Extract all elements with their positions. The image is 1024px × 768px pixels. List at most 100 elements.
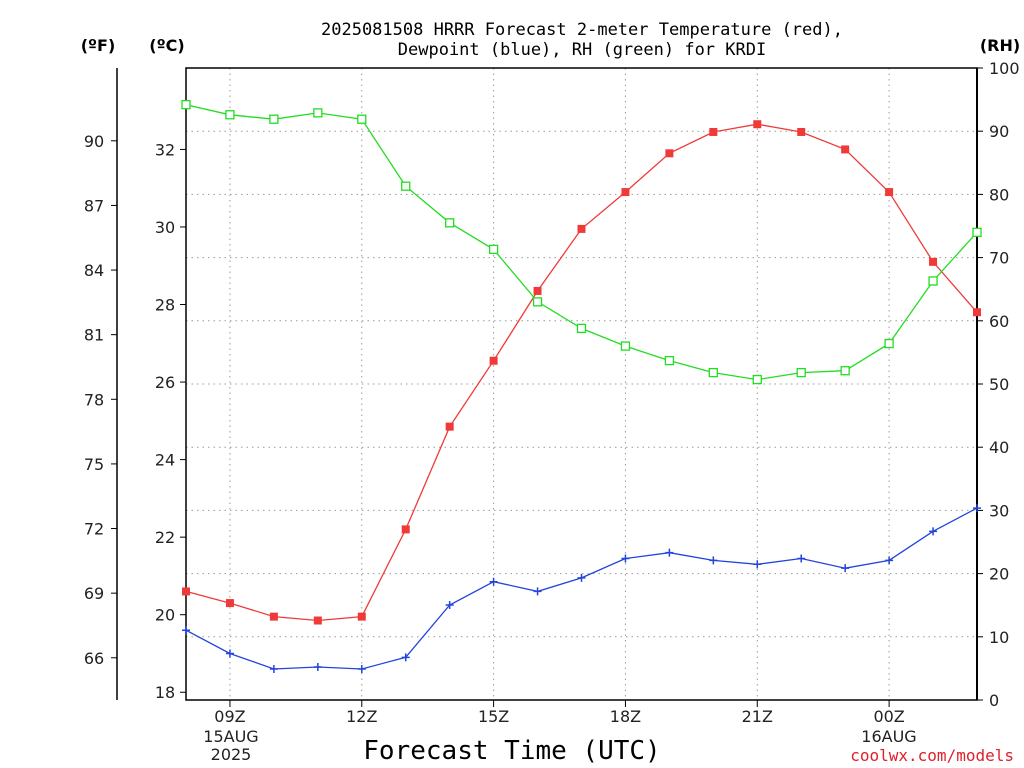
dewpoint-point xyxy=(357,664,366,673)
temperature-point xyxy=(445,422,454,431)
rh-point xyxy=(972,227,982,237)
rh-tick-label: 80 xyxy=(989,185,1009,204)
rh-point xyxy=(796,367,806,378)
fahrenheit-tick-label: 72 xyxy=(84,520,104,539)
rh-point xyxy=(620,341,631,351)
temperature-point xyxy=(665,149,674,158)
rh-tick-label: 10 xyxy=(989,628,1009,647)
temperature-point xyxy=(225,599,234,608)
temperature-point xyxy=(357,612,366,621)
dewpoint-point xyxy=(313,663,322,672)
temperature-point xyxy=(182,587,190,596)
celsius-tick-label: 26 xyxy=(155,373,175,392)
dewpoint-point xyxy=(577,573,586,582)
celsius-tick-label: 30 xyxy=(155,218,175,237)
dewpoint-point xyxy=(797,554,806,563)
fahrenheit-unit-label: (ºF) xyxy=(81,36,116,55)
dewpoint-point xyxy=(445,601,454,610)
rh-point xyxy=(401,181,411,191)
temperature-point xyxy=(973,308,981,317)
rh-unit-label: (RH) xyxy=(980,36,1020,55)
rh-tick-label: 40 xyxy=(989,438,1009,457)
dewpoint-point xyxy=(753,560,762,569)
grid-lines xyxy=(186,68,977,700)
data-series xyxy=(181,100,982,673)
rh-point xyxy=(488,244,499,255)
rh-tick-label: 20 xyxy=(989,565,1009,584)
dewpoint-point xyxy=(182,626,190,635)
dewpoint-point xyxy=(225,649,234,658)
temperature-point xyxy=(269,612,278,621)
rh-point xyxy=(269,114,279,124)
temperature-point xyxy=(489,356,498,365)
rh-point xyxy=(532,297,543,307)
rh-tick-label: 60 xyxy=(989,312,1009,331)
temperature-point xyxy=(709,127,718,136)
rh-tick-label: 50 xyxy=(989,375,1009,394)
temperature-point xyxy=(313,616,322,625)
temperature-point xyxy=(885,188,894,197)
chart-title-line2: Dewpoint (blue), RH (green) for KRDI xyxy=(398,40,766,60)
x-tick-label: 18Z xyxy=(610,707,641,726)
rh-point xyxy=(313,108,323,118)
rh-point xyxy=(225,110,235,120)
x-tick-label: 21Z xyxy=(742,707,773,726)
temperature-point xyxy=(797,127,806,136)
rh-point xyxy=(840,366,850,376)
fahrenheit-tick-label: 84 xyxy=(84,261,104,280)
x-date-label-15aug: 15AUG xyxy=(203,727,258,746)
temperature-point xyxy=(841,145,850,154)
dewpoint-point xyxy=(621,554,630,563)
temperature-point xyxy=(621,188,630,197)
x-tick-label: 09Z xyxy=(214,707,245,726)
celsius-tick-label: 24 xyxy=(155,451,175,470)
fahrenheit-tick-label: 66 xyxy=(84,649,104,668)
temperature-line xyxy=(185,123,978,622)
rh-point xyxy=(884,338,894,349)
dewpoint-point xyxy=(269,664,278,673)
x-date-label-16aug: 16AUG xyxy=(861,727,916,746)
rh-tick-label: 100 xyxy=(989,59,1020,78)
rh-line xyxy=(185,104,978,381)
rh-point xyxy=(928,276,938,286)
celsius-tick-label: 32 xyxy=(155,140,175,159)
rh-tick-label: 30 xyxy=(989,501,1009,520)
celsius-tick-label: 20 xyxy=(155,606,175,625)
dewpoint-point xyxy=(973,504,981,513)
rh-point xyxy=(664,355,675,366)
axis-ticks: 09Z 12Z 15Z 18Z 21Z 00Z 0 10 20 30 40 50 60 70 80 90 100… xyxy=(84,59,1020,726)
rh-point xyxy=(752,374,762,385)
temperature-point xyxy=(577,224,586,233)
dewpoint-point xyxy=(709,556,718,565)
rh-point xyxy=(181,100,191,110)
temperature-point xyxy=(533,286,542,295)
dewpoint-point xyxy=(929,527,938,536)
dewpoint-point xyxy=(841,564,850,573)
fahrenheit-tick-label: 81 xyxy=(84,326,104,345)
dewpoint-point xyxy=(533,587,542,596)
fahrenheit-tick-label: 78 xyxy=(84,390,104,409)
rh-point xyxy=(576,323,587,334)
rh-point xyxy=(708,367,718,378)
x-tick-label: 12Z xyxy=(346,707,377,726)
celsius-unit-label: (ºC) xyxy=(149,36,184,55)
temperature-point xyxy=(929,257,938,266)
chart-title-line1: 2025081508 HRRR Forecast 2-meter Tempera… xyxy=(321,20,843,40)
fahrenheit-tick-label: 87 xyxy=(84,196,104,215)
fahrenheit-tick-label: 75 xyxy=(84,455,104,474)
fahrenheit-tick-label: 69 xyxy=(84,584,104,603)
x-tick-label: 15Z xyxy=(478,707,509,726)
rh-tick-label: 70 xyxy=(989,249,1009,268)
fahrenheit-tick-label: 90 xyxy=(84,132,104,151)
rh-point xyxy=(445,218,455,228)
x-year-label: 2025 xyxy=(211,745,252,764)
dewpoint-point xyxy=(885,556,894,565)
credit-link[interactable]: coolwx.com/models xyxy=(850,746,1014,765)
dewpoint-point xyxy=(489,577,498,586)
celsius-tick-label: 18 xyxy=(155,683,175,702)
dewpoint-point xyxy=(665,548,674,557)
celsius-tick-label: 22 xyxy=(155,528,175,547)
rh-tick-label: 0 xyxy=(989,691,999,710)
temperature-point xyxy=(401,525,410,534)
